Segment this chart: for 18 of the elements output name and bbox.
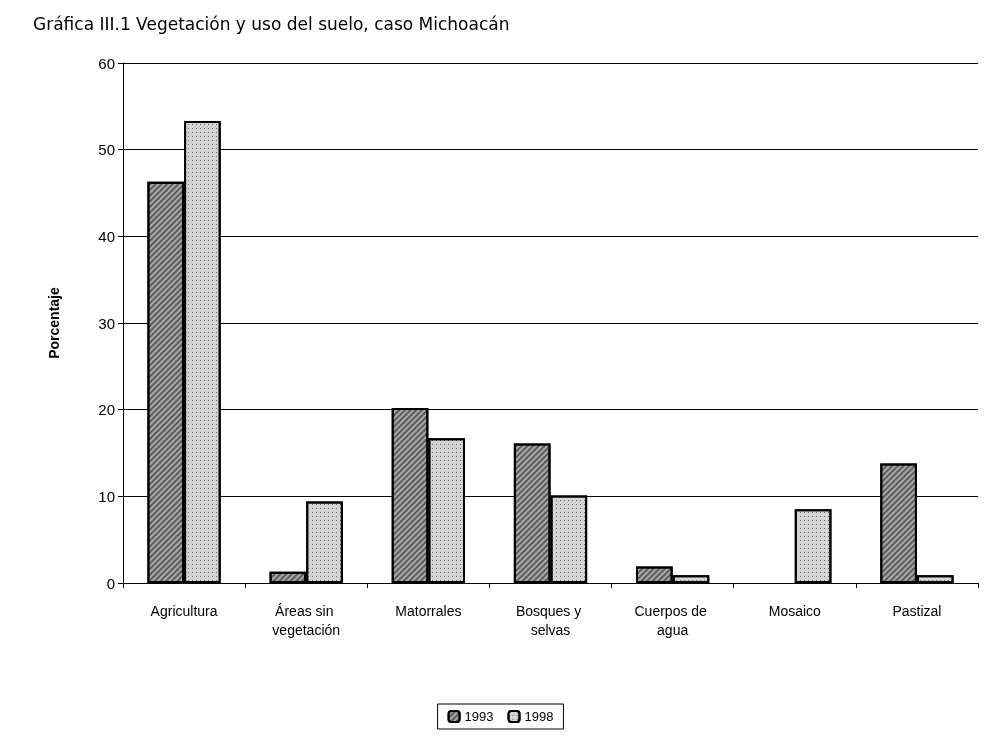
y-tick-label: 40 [98, 227, 115, 245]
y-tick-label: 60 [98, 54, 115, 72]
y-tick-label: 0 [106, 574, 115, 592]
x-tick-label: Agricultura [150, 602, 218, 619]
x-tick-label: Matorrales [395, 602, 462, 619]
x-tick-label: Mosaico [768, 602, 822, 619]
legend-label: 1993 [464, 709, 494, 724]
y-axis-title: Porcentaje [46, 287, 62, 359]
x-tick-label: Áreas sin vegetación [272, 602, 341, 638]
legend-label: 1998 [524, 709, 554, 724]
y-tick-label: 30 [98, 314, 115, 332]
y-tick-label: 20 [98, 401, 115, 419]
x-tick-label: Cuerpos de agua [634, 602, 711, 638]
x-tick-label: Bosques y selvas [515, 602, 586, 638]
x-tick-label: Pastizal [892, 602, 942, 619]
y-tick-label: 10 [98, 487, 115, 505]
y-tick-label: 50 [98, 141, 115, 159]
chart-title: Gráfica III.1 Vegetación y uso del suelo, caso Michoacán [33, 13, 510, 34]
